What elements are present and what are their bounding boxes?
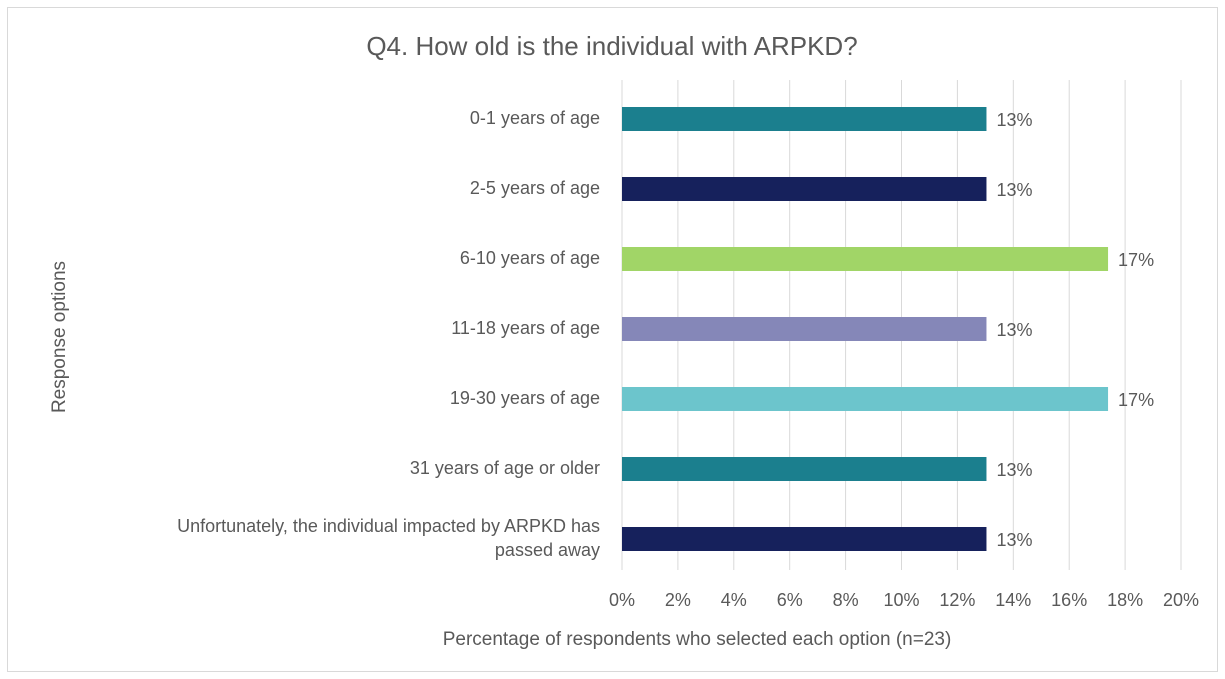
- y-tick-label: 11-18 years of age: [451, 318, 600, 338]
- y-tick-label: 6-10 years of age: [460, 248, 600, 268]
- x-tick-label: 2%: [665, 590, 691, 610]
- data-label: 13%: [996, 110, 1032, 130]
- x-tick-label: 8%: [833, 590, 859, 610]
- x-tick-label: 10%: [883, 590, 919, 610]
- bar: [622, 177, 987, 201]
- y-tick-label: 0-1 years of age: [470, 108, 600, 128]
- data-label: 13%: [996, 320, 1032, 340]
- bar: [622, 387, 1109, 411]
- data-label: 17%: [1118, 250, 1154, 270]
- bar: [622, 457, 987, 481]
- bar: [622, 247, 1109, 271]
- data-label: 13%: [996, 460, 1032, 480]
- y-tick-label: 2-5 years of age: [470, 178, 600, 198]
- x-tick-label: 6%: [777, 590, 803, 610]
- bar: [622, 527, 987, 551]
- bar: [622, 317, 987, 341]
- y-tick-label: 19-30 years of age: [450, 388, 600, 408]
- y-tick-label: 31 years of age or older: [410, 458, 600, 478]
- chart-border: [7, 7, 1218, 672]
- x-tick-label: 18%: [1107, 590, 1143, 610]
- x-tick-label: 20%: [1163, 590, 1199, 610]
- x-tick-label: 14%: [995, 590, 1031, 610]
- y-axis-title: Response options: [49, 261, 70, 413]
- data-label: 13%: [996, 180, 1032, 200]
- data-label: 17%: [1118, 390, 1154, 410]
- y-tick-label: Unfortunately, the individual impacted b…: [177, 516, 600, 560]
- x-axis-title: Percentage of respondents who selected e…: [443, 629, 952, 650]
- chart-title: Q4. How old is the individual with ARPKD…: [366, 31, 857, 61]
- bar: [622, 107, 987, 131]
- x-tick-label: 0%: [609, 590, 635, 610]
- data-label: 13%: [996, 530, 1032, 550]
- x-tick-label: 4%: [721, 590, 747, 610]
- x-tick-label: 12%: [939, 590, 975, 610]
- x-tick-label: 16%: [1051, 590, 1087, 610]
